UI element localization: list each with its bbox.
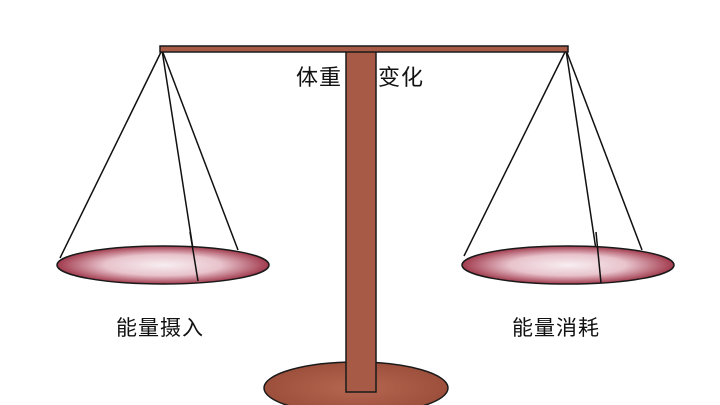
scale-beam [159,45,569,53]
right-pan-label: 能量消耗 [512,316,600,340]
left-pan-front-string [189,231,199,282]
right-pan-front-string [595,231,602,284]
scale-post [345,47,377,393]
right-pan-strings [463,49,643,284]
left-pan-label: 能量摄入 [116,316,204,340]
title-part2: 变化 [378,66,425,91]
right-pan [461,245,675,285]
left-pan [56,245,270,285]
title-part1: 体重 [296,66,343,91]
